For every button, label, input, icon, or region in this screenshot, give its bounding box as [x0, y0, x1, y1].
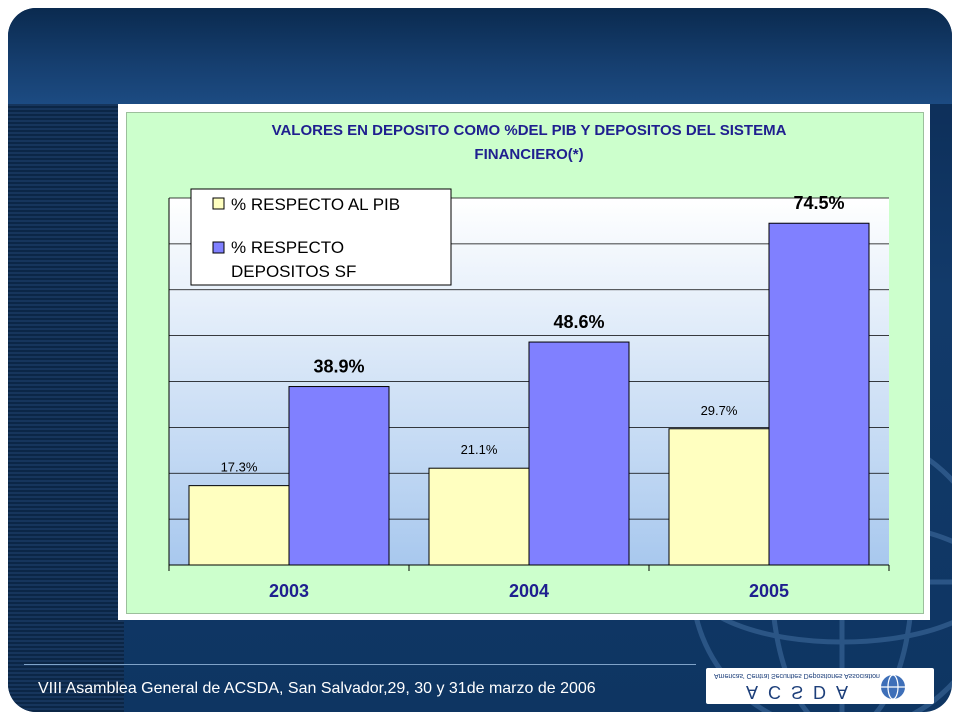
bar-sf-2005 [768, 222, 870, 566]
bar-label-pib-2003: 17.3% [221, 460, 258, 475]
bars [188, 222, 870, 566]
bar-label-sf-2005: 74.5% [793, 193, 844, 213]
chart-area: VALORES EN DEPOSITO COMO %DEL PIB Y DEPO… [126, 112, 924, 614]
legend-label-sf-line1: % RESPECTO [231, 238, 344, 257]
header-band [8, 8, 952, 104]
category-label-2003: 2003 [269, 581, 309, 601]
legend: % RESPECTO AL PIB % RESPECTO DEPOSITOS S… [190, 188, 452, 286]
chart-title-line1: VALORES EN DEPOSITO COMO %DEL PIB Y DEPO… [272, 122, 787, 139]
chart-panel: VALORES EN DEPOSITO COMO %DEL PIB Y DEPO… [118, 104, 930, 620]
bar-sf-2004 [528, 341, 630, 566]
logo-wordmark: ACSDA [746, 682, 859, 702]
bar-labels: 17.3% 38.9% 21.1% 48.6% 29.7% 74.5% [221, 193, 845, 474]
axes [168, 198, 890, 571]
footer-divider [24, 664, 696, 665]
bar-pib-2005 [668, 428, 770, 566]
bar-label-sf-2004: 48.6% [553, 312, 604, 332]
category-label-2004: 2004 [509, 581, 549, 601]
bar-label-pib-2004: 21.1% [461, 442, 498, 457]
bar-pib-2003 [188, 485, 290, 566]
legend-swatch-pib [212, 197, 225, 210]
bar-chart: VALORES EN DEPOSITO COMO %DEL PIB Y DEPO… [168, 122, 890, 601]
bar-label-pib-2005: 29.7% [701, 403, 738, 418]
logo-tagline: Americas' Central Securities Depositorie… [714, 672, 880, 679]
bar-pib-2004 [428, 467, 530, 566]
legend-label-pib: % RESPECTO AL PIB [231, 195, 400, 214]
acsda-logo: Americas' Central Securities Depositorie… [706, 668, 934, 704]
globe-icon [881, 674, 905, 700]
legend-swatch-sf [212, 241, 225, 254]
chart-title-line2: FINANCIERO(*) [474, 146, 583, 163]
bar-sf-2003 [288, 386, 390, 566]
category-labels: 2003 2004 2005 [269, 581, 789, 601]
striped-sidebar [8, 104, 124, 712]
footer-text: VIII Asamblea General de ACSDA, San Salv… [38, 680, 596, 697]
legend-label-sf-line2: DEPOSITOS SF [231, 262, 356, 281]
bar-label-sf-2003: 38.9% [313, 357, 364, 377]
category-label-2005: 2005 [749, 581, 789, 601]
legend-box [190, 188, 452, 286]
